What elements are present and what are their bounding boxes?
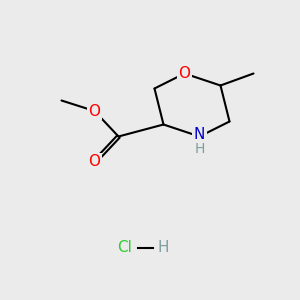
- Text: N: N: [194, 127, 205, 142]
- Text: Cl: Cl: [117, 240, 132, 255]
- Text: O: O: [88, 103, 101, 118]
- Text: H: H: [158, 240, 169, 255]
- Text: O: O: [178, 66, 190, 81]
- Text: O: O: [88, 154, 101, 169]
- Text: H: H: [194, 142, 205, 156]
